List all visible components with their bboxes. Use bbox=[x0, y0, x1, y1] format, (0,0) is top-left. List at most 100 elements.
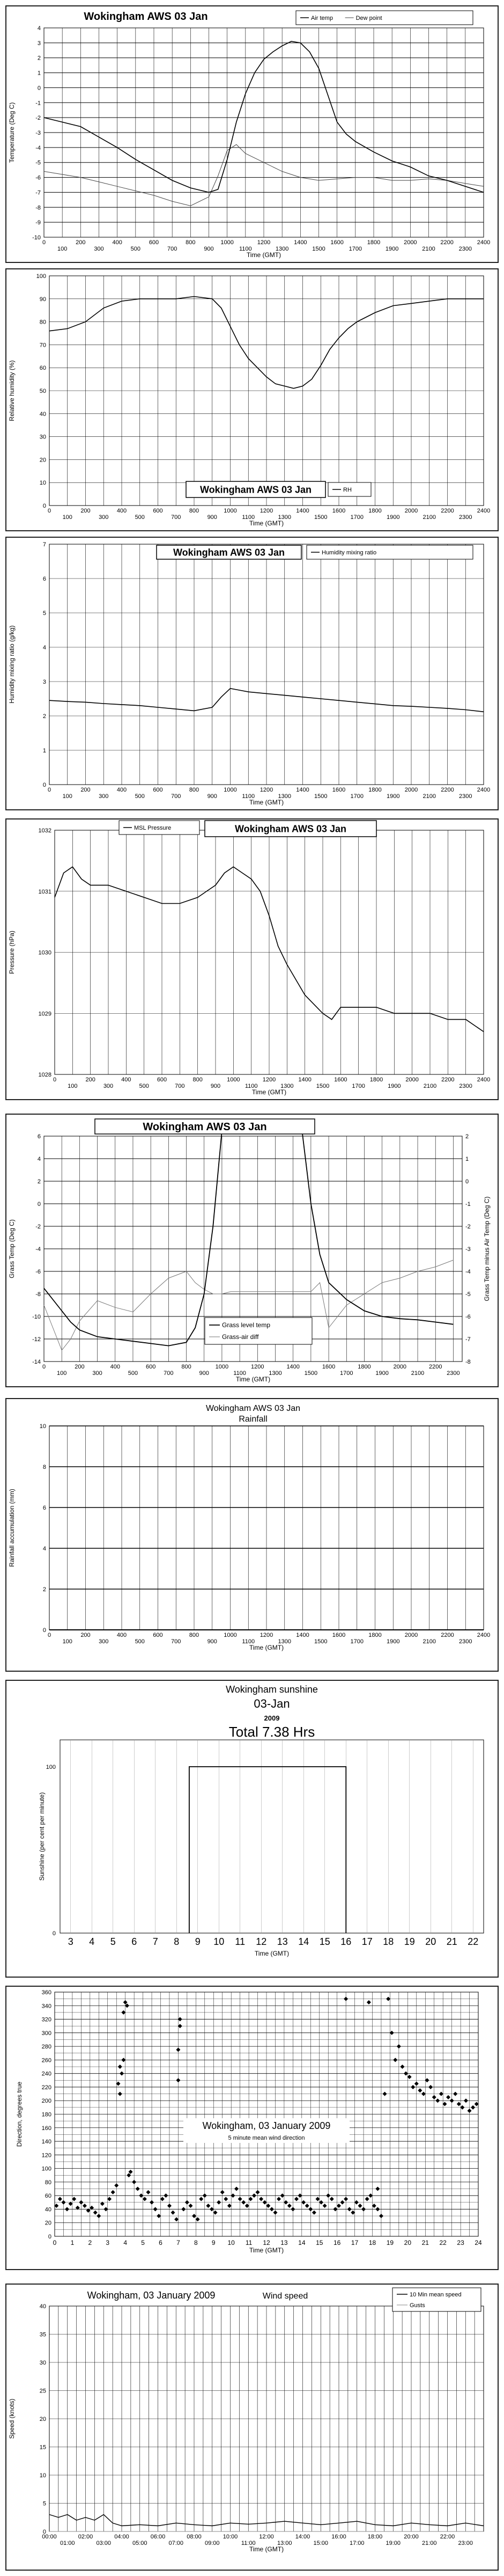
y-tick-label: 4 bbox=[38, 25, 41, 32]
x-tick-label: 5 bbox=[141, 2239, 145, 2246]
x-tick-label: 1500 bbox=[314, 793, 327, 800]
chart-title: Wokingham AWS 03 Jan bbox=[235, 823, 346, 834]
temperature-chart: 4 3 2 1 0 -1 -2 -3 -4 -5 -6 -7 -8 -9 -10 0 200 400 600 800 1… bbox=[5, 5, 499, 263]
x-tick-label: 100 bbox=[57, 1370, 66, 1377]
data-point bbox=[428, 2084, 433, 2089]
data-point bbox=[244, 2204, 249, 2208]
wind-direction-chart: 360 340 320 300 280 260 240 220 200 180 160 140 120 1… bbox=[5, 1986, 499, 2270]
data-point bbox=[234, 2186, 239, 2191]
y2-tick-label: 2 bbox=[465, 1133, 469, 1140]
data-point bbox=[319, 2200, 324, 2205]
legend-label: 10 Min mean speed bbox=[410, 2292, 462, 2298]
x-tick-label: 0 bbox=[48, 508, 51, 514]
data-point bbox=[86, 2208, 91, 2213]
y-tick-label: -4 bbox=[35, 1246, 41, 1253]
x-tick-label: 15:00 bbox=[313, 2540, 328, 2546]
x-tick-label: 1400 bbox=[296, 787, 309, 793]
data-point bbox=[425, 2078, 429, 2083]
y-axis-label: Sunshine (per cent per minute) bbox=[38, 1792, 46, 1881]
y-tick-label: 8 bbox=[43, 1464, 46, 1470]
x-tick-label: 2 bbox=[88, 2239, 92, 2246]
y-tick-label: 70 bbox=[40, 342, 46, 348]
x-tick-label: 1800 bbox=[358, 1364, 370, 1370]
y-tick-label: 160 bbox=[42, 2125, 51, 2132]
x-tick-label: 1100 bbox=[233, 1370, 246, 1377]
x-tick-label: 200 bbox=[85, 1077, 95, 1083]
chart-title: Wokingham AWS 03 Jan bbox=[206, 1404, 300, 1413]
x-tick-label: 1400 bbox=[298, 1077, 311, 1083]
x-tick-label: 14:00 bbox=[295, 2534, 310, 2540]
x-tick-label: 21 bbox=[447, 1936, 457, 1947]
x-tick-label: 1200 bbox=[260, 787, 273, 793]
data-point bbox=[146, 2190, 151, 2194]
y-tick-label: 240 bbox=[42, 2071, 51, 2077]
x-tick-label: 1700 bbox=[351, 793, 364, 800]
y2-tick-label: -6 bbox=[465, 1314, 471, 1320]
x-tick-label: 1500 bbox=[314, 514, 327, 521]
x-tick-label: 500 bbox=[131, 246, 140, 252]
x-tick-label: 1500 bbox=[316, 1083, 329, 1089]
data-point bbox=[132, 2179, 137, 2184]
y-tick-label: 100 bbox=[42, 2166, 51, 2172]
x-tick-label: 1300 bbox=[269, 1370, 281, 1377]
x-tick-label: 2200 bbox=[441, 1077, 454, 1083]
x-tick-label: 1900 bbox=[386, 246, 398, 252]
x-tick-label: 16 bbox=[340, 1936, 351, 1947]
x-axis-label: Time (GMT) bbox=[249, 2246, 284, 2254]
y-tick-label: 2 bbox=[43, 713, 46, 720]
x-tick-label: 2300 bbox=[459, 1638, 472, 1645]
x-tick-label: 19 bbox=[404, 1936, 415, 1947]
legend-label: Dew point bbox=[356, 15, 382, 21]
x-tick-label: 11 bbox=[246, 2239, 253, 2246]
y-tick-label: 140 bbox=[42, 2139, 51, 2145]
x-tick-label: 1600 bbox=[334, 1077, 347, 1083]
x-tick-label: 7 bbox=[153, 1936, 158, 1947]
y-tick-label: 15 bbox=[40, 2445, 46, 2451]
data-point bbox=[372, 2204, 376, 2208]
x-tick-label: 1700 bbox=[340, 1370, 353, 1377]
x-tick-label: 2100 bbox=[423, 1638, 436, 1645]
chart-title: Wokingham AWS 03 Jan bbox=[200, 484, 312, 495]
sunshine-chart: 3 4 5 6 7 8 9 10 11 12 13 14 15 16 17 18 19 20 21 22 100 0 Tim… bbox=[5, 1680, 499, 1978]
y-tick-label: -14 bbox=[32, 1359, 41, 1365]
data-point bbox=[291, 2207, 295, 2212]
y-tick-label: 1 bbox=[43, 748, 46, 754]
x-tick-label: 200 bbox=[80, 1632, 90, 1638]
x-tick-label: 12 bbox=[263, 2239, 270, 2246]
x-tick-label: 1000 bbox=[224, 1632, 236, 1638]
x-tick-label: 200 bbox=[80, 508, 90, 514]
data-point bbox=[220, 2190, 225, 2194]
data-point bbox=[351, 2210, 355, 2215]
data-point bbox=[474, 2102, 479, 2106]
data-point bbox=[471, 2105, 476, 2110]
data-point bbox=[93, 2210, 98, 2215]
x-tick-label: 400 bbox=[117, 787, 127, 793]
x-tick-label: 8 bbox=[174, 1936, 179, 1947]
chart-subtitle: 5 minute mean wind direction bbox=[228, 2135, 305, 2141]
chart-subtitle: Rainfall bbox=[239, 1415, 267, 1424]
data-point bbox=[213, 2210, 218, 2215]
data-point bbox=[266, 2204, 271, 2208]
data-point bbox=[411, 2084, 416, 2089]
data-point bbox=[456, 2102, 461, 2106]
x-tick-label: 500 bbox=[135, 793, 145, 800]
x-tick-label: 9 bbox=[195, 1936, 201, 1947]
chart-subtitle: Wind speed bbox=[263, 2292, 308, 2301]
y-tick-label: 7 bbox=[43, 541, 46, 548]
x-tick-label: 1500 bbox=[314, 1638, 327, 1645]
x-tick-label: 1900 bbox=[387, 1638, 399, 1645]
x-tick-label: 1600 bbox=[322, 1364, 335, 1370]
y-axis-label: Grass Temp (Deg C) bbox=[8, 1219, 16, 1278]
x-tick-label: 04:00 bbox=[114, 2534, 129, 2540]
x-tick-label: 500 bbox=[135, 514, 145, 521]
x-tick-label: 2200 bbox=[440, 239, 453, 246]
data-point bbox=[100, 2201, 105, 2206]
y-tick-label: -2 bbox=[35, 1224, 41, 1230]
data-point bbox=[128, 2169, 133, 2174]
x-tick-label: 1800 bbox=[367, 239, 380, 246]
x-axis-label: Time (GMT) bbox=[252, 1088, 286, 1096]
y-tick-label: 100 bbox=[46, 1764, 56, 1770]
data-point bbox=[206, 2204, 211, 2208]
chart-title: Wokingham AWS 03 Jan bbox=[84, 11, 207, 23]
x-tick-label: 1200 bbox=[260, 508, 273, 514]
